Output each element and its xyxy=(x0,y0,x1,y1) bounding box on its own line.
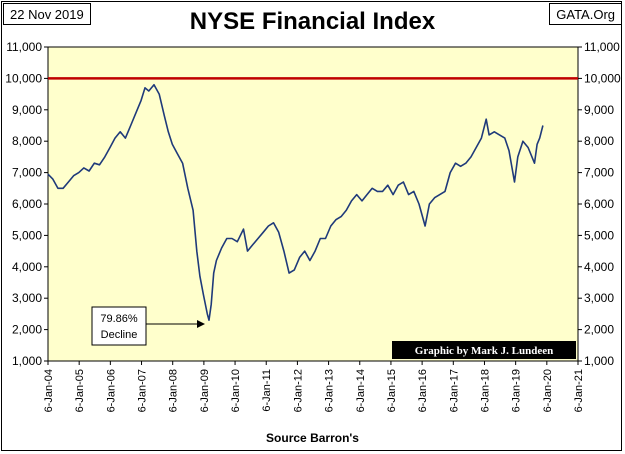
x-tick-label: 6-Jan-16 xyxy=(417,369,429,412)
x-tick-label: 6-Jan-18 xyxy=(479,369,491,412)
right-y-tick-label: 2,000 xyxy=(584,323,614,337)
left-y-tick-label: 4,000 xyxy=(12,260,42,274)
x-tick-label: 6-Jan-09 xyxy=(199,369,211,412)
left-y-tick-label: 8,000 xyxy=(12,134,42,148)
source-site-label: GATA.Org xyxy=(549,3,622,25)
chart-title: NYSE Financial Index xyxy=(189,8,436,35)
right-y-tick-label: 5,000 xyxy=(584,228,614,242)
right-y-tick-label: 7,000 xyxy=(584,166,614,180)
x-tick-label: 6-Jan-17 xyxy=(448,369,460,412)
decline-annotation: 79.86% Decline xyxy=(91,306,205,346)
left-y-tick-label: 2,000 xyxy=(12,323,42,337)
left-y-tick-label: 11,000 xyxy=(6,40,42,54)
right-y-tick-label: 11,000 xyxy=(584,40,620,54)
left-y-tick-label: 1,000 xyxy=(12,354,42,368)
x-tick-label: 6-Jan-10 xyxy=(230,369,242,412)
x-tick-label: 6-Jan-12 xyxy=(292,369,304,412)
date-label: 22 Nov 2019 xyxy=(3,3,91,25)
left-y-tick-label: 5,000 xyxy=(12,228,42,242)
right-y-tick-label: 10,000 xyxy=(584,71,621,85)
x-tick-label: 6-Jan-20 xyxy=(542,369,554,412)
x-tick-label: 6-Jan-14 xyxy=(355,369,367,412)
left-y-tick-label: 10,000 xyxy=(5,71,42,85)
x-axis: 6-Jan-04 6-Jan-05 6-Jan-06 6-Jan-07 6-Jan-08… xyxy=(43,361,585,412)
x-tick-label: 6-Jan-05 xyxy=(74,369,86,412)
credit-badge: Graphic by Mark J. Lundeen xyxy=(392,341,576,359)
left-y-tick-label: 7,000 xyxy=(12,166,42,180)
right-y-tick-label: 6,000 xyxy=(584,197,614,211)
x-tick-label: 6-Jan-04 xyxy=(43,369,55,412)
left-y-axis: 1,000 2,000 3,000 4,000 5,000 6,000 7,000 8,000… xyxy=(5,40,48,368)
right-y-tick-label: 4,000 xyxy=(584,260,614,274)
decline-word-label: Decline xyxy=(101,329,138,341)
decline-annotation-box xyxy=(91,306,147,346)
right-y-axis: 1,000 2,000 3,000 4,000 5,000 6,000 7,000 8,000… xyxy=(578,40,621,368)
x-tick-label: 6-Jan-15 xyxy=(386,369,398,412)
right-y-tick-label: 9,000 xyxy=(584,103,614,117)
right-y-tick-label: 8,000 xyxy=(584,134,614,148)
credit-label: Graphic by Mark J. Lundeen xyxy=(415,345,553,357)
x-tick-label: 6-Jan-06 xyxy=(105,369,117,412)
nyse-financial-index-line xyxy=(47,83,544,321)
x-tick-label: 6-Jan-11 xyxy=(261,369,273,412)
x-tick-label: 6-Jan-07 xyxy=(137,369,149,412)
decline-percent-label: 79.86% xyxy=(100,313,138,325)
left-y-tick-label: 6,000 xyxy=(12,197,42,211)
left-y-tick-label: 3,000 xyxy=(12,291,42,305)
source-footer: Source Barron's xyxy=(266,431,359,445)
x-tick-label: 6-Jan-13 xyxy=(324,369,336,412)
right-y-tick-label: 3,000 xyxy=(584,291,614,305)
x-tick-label: 6-Jan-08 xyxy=(168,369,180,412)
x-tick-label: 6-Jan-21 xyxy=(573,369,585,412)
decline-arrowhead xyxy=(197,320,205,328)
left-y-tick-label: 9,000 xyxy=(12,103,42,117)
right-y-tick-label: 1,000 xyxy=(584,354,614,368)
credit-background xyxy=(392,341,576,359)
x-tick-label: 6-Jan-19 xyxy=(511,369,523,412)
